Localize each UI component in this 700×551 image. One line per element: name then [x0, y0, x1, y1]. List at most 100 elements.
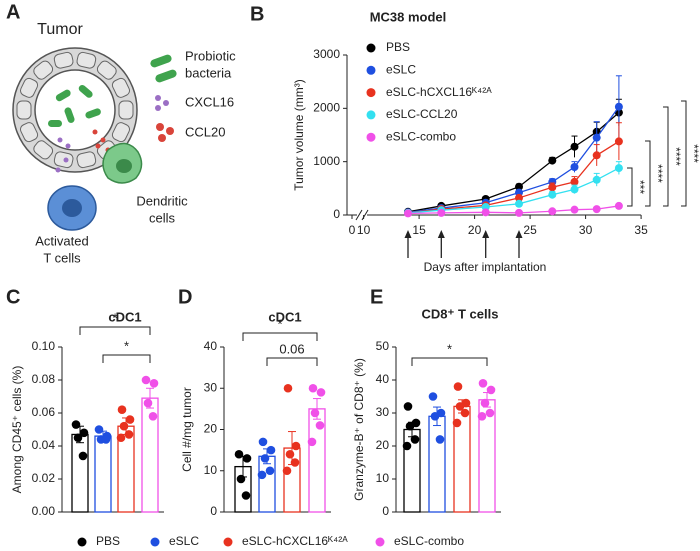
data-point: [148, 412, 158, 421]
data-point: [119, 421, 129, 431]
data-point: [515, 182, 523, 191]
arrow-head: [515, 230, 523, 238]
legend-marker: [366, 88, 376, 98]
significance-bracket: [79, 326, 151, 335]
significance-label: 0.06: [279, 341, 304, 356]
cxcl16-label: CXCL16: [185, 94, 234, 109]
y-tick-label: 1000: [313, 154, 340, 168]
data-point: [141, 375, 151, 385]
dendritic-label: Dendritic: [136, 193, 188, 208]
tumor-cell: [16, 100, 32, 120]
t-cell-nucleus: [62, 199, 82, 217]
data-point: [242, 454, 252, 463]
legend-marker: [150, 537, 160, 547]
data-point: [265, 466, 275, 476]
data-point: [548, 183, 557, 192]
bacterium: [85, 108, 101, 119]
panel-letter: D: [178, 286, 192, 308]
y-tick-label: 0.00: [32, 504, 56, 518]
legend-marker: [366, 65, 376, 75]
tumor-cell: [76, 151, 97, 169]
x-tick-label: 10: [357, 223, 371, 237]
significance-label: *: [112, 310, 117, 325]
data-point: [515, 199, 523, 208]
data-point: [283, 383, 293, 393]
y-tick-label: 20: [376, 438, 390, 452]
bacterium: [64, 107, 75, 123]
data-point: [78, 451, 88, 461]
tumor-cell: [20, 122, 39, 143]
dendritic-nucleus: [116, 159, 132, 173]
data-point: [430, 412, 440, 421]
data-point: [570, 177, 579, 186]
dot: [55, 167, 61, 173]
chart-title: cDC1: [108, 309, 141, 324]
legend-marker: [366, 110, 376, 120]
legend-marker: [366, 43, 376, 53]
x-axis-label: Days after implantation: [424, 260, 547, 274]
data-point: [73, 433, 83, 443]
y-tick-label: 30: [376, 405, 390, 419]
data-point: [452, 418, 462, 428]
data-point: [307, 437, 317, 447]
bacteria-label: Probiotic: [185, 48, 236, 63]
legend-label: eSLC: [169, 534, 199, 548]
data-point: [79, 428, 89, 438]
data-point: [515, 208, 523, 217]
chart-title: cDC1: [268, 309, 301, 324]
data-point: [592, 133, 601, 142]
y-axis-label: Among CD45⁺ cells (%): [10, 366, 24, 494]
dot: [158, 134, 166, 142]
y-tick-label: 30: [204, 380, 218, 394]
data-point: [485, 408, 495, 418]
series-line: [407, 112, 620, 213]
tcell-label: Activated: [35, 233, 88, 248]
data-point: [149, 379, 159, 388]
dendritic-label: cells: [149, 210, 176, 225]
arrow-head: [437, 230, 445, 238]
data-point: [515, 193, 523, 202]
data-point: [403, 402, 413, 411]
data-point: [460, 408, 470, 418]
significance-label: ***: [633, 180, 647, 194]
y-axis-label: Granzyme-B⁺ of CD8⁺ (%): [352, 358, 366, 501]
data-point: [117, 405, 127, 415]
data-point: [410, 435, 420, 444]
tcell-label: T cells: [43, 250, 81, 265]
dot: [65, 143, 71, 149]
significance-label: *: [447, 341, 452, 356]
y-tick-label: 40: [204, 339, 218, 353]
data-point: [71, 420, 81, 429]
dot: [92, 129, 98, 135]
tumor-cell: [76, 51, 97, 69]
data-point: [125, 415, 135, 424]
data-point: [486, 385, 496, 395]
tumor-cell: [33, 140, 54, 160]
data-point: [94, 425, 104, 434]
data-point: [266, 445, 276, 455]
data-point: [478, 379, 488, 388]
data-point: [236, 474, 246, 484]
y-axis-label: Cell #/mg tumor: [180, 387, 194, 472]
data-point: [143, 398, 153, 408]
significance-bracket: [681, 100, 687, 207]
legend-label: PBS: [386, 40, 410, 54]
data-point: [453, 382, 463, 391]
y-tick-label: 0.08: [32, 372, 56, 386]
data-point: [570, 142, 579, 151]
data-point: [437, 208, 446, 217]
legend-label: eSLC-hCXCL16ᴷ⁴²ᴬ: [386, 85, 492, 99]
data-point: [570, 185, 579, 194]
y-tick-label: 0.02: [32, 471, 56, 485]
x-tick-label: 35: [634, 223, 648, 237]
y-axis-label: Tumor volume (mm³): [292, 79, 306, 191]
bacterium-icon: [150, 54, 172, 68]
data-point: [405, 421, 415, 431]
x-tick-label: 30: [579, 223, 593, 237]
significance-bracket: [411, 357, 488, 366]
tumor-cell: [33, 60, 54, 80]
bar: [428, 415, 446, 513]
data-point: [570, 163, 579, 171]
series-line: [407, 167, 620, 214]
series-line: [407, 140, 620, 214]
